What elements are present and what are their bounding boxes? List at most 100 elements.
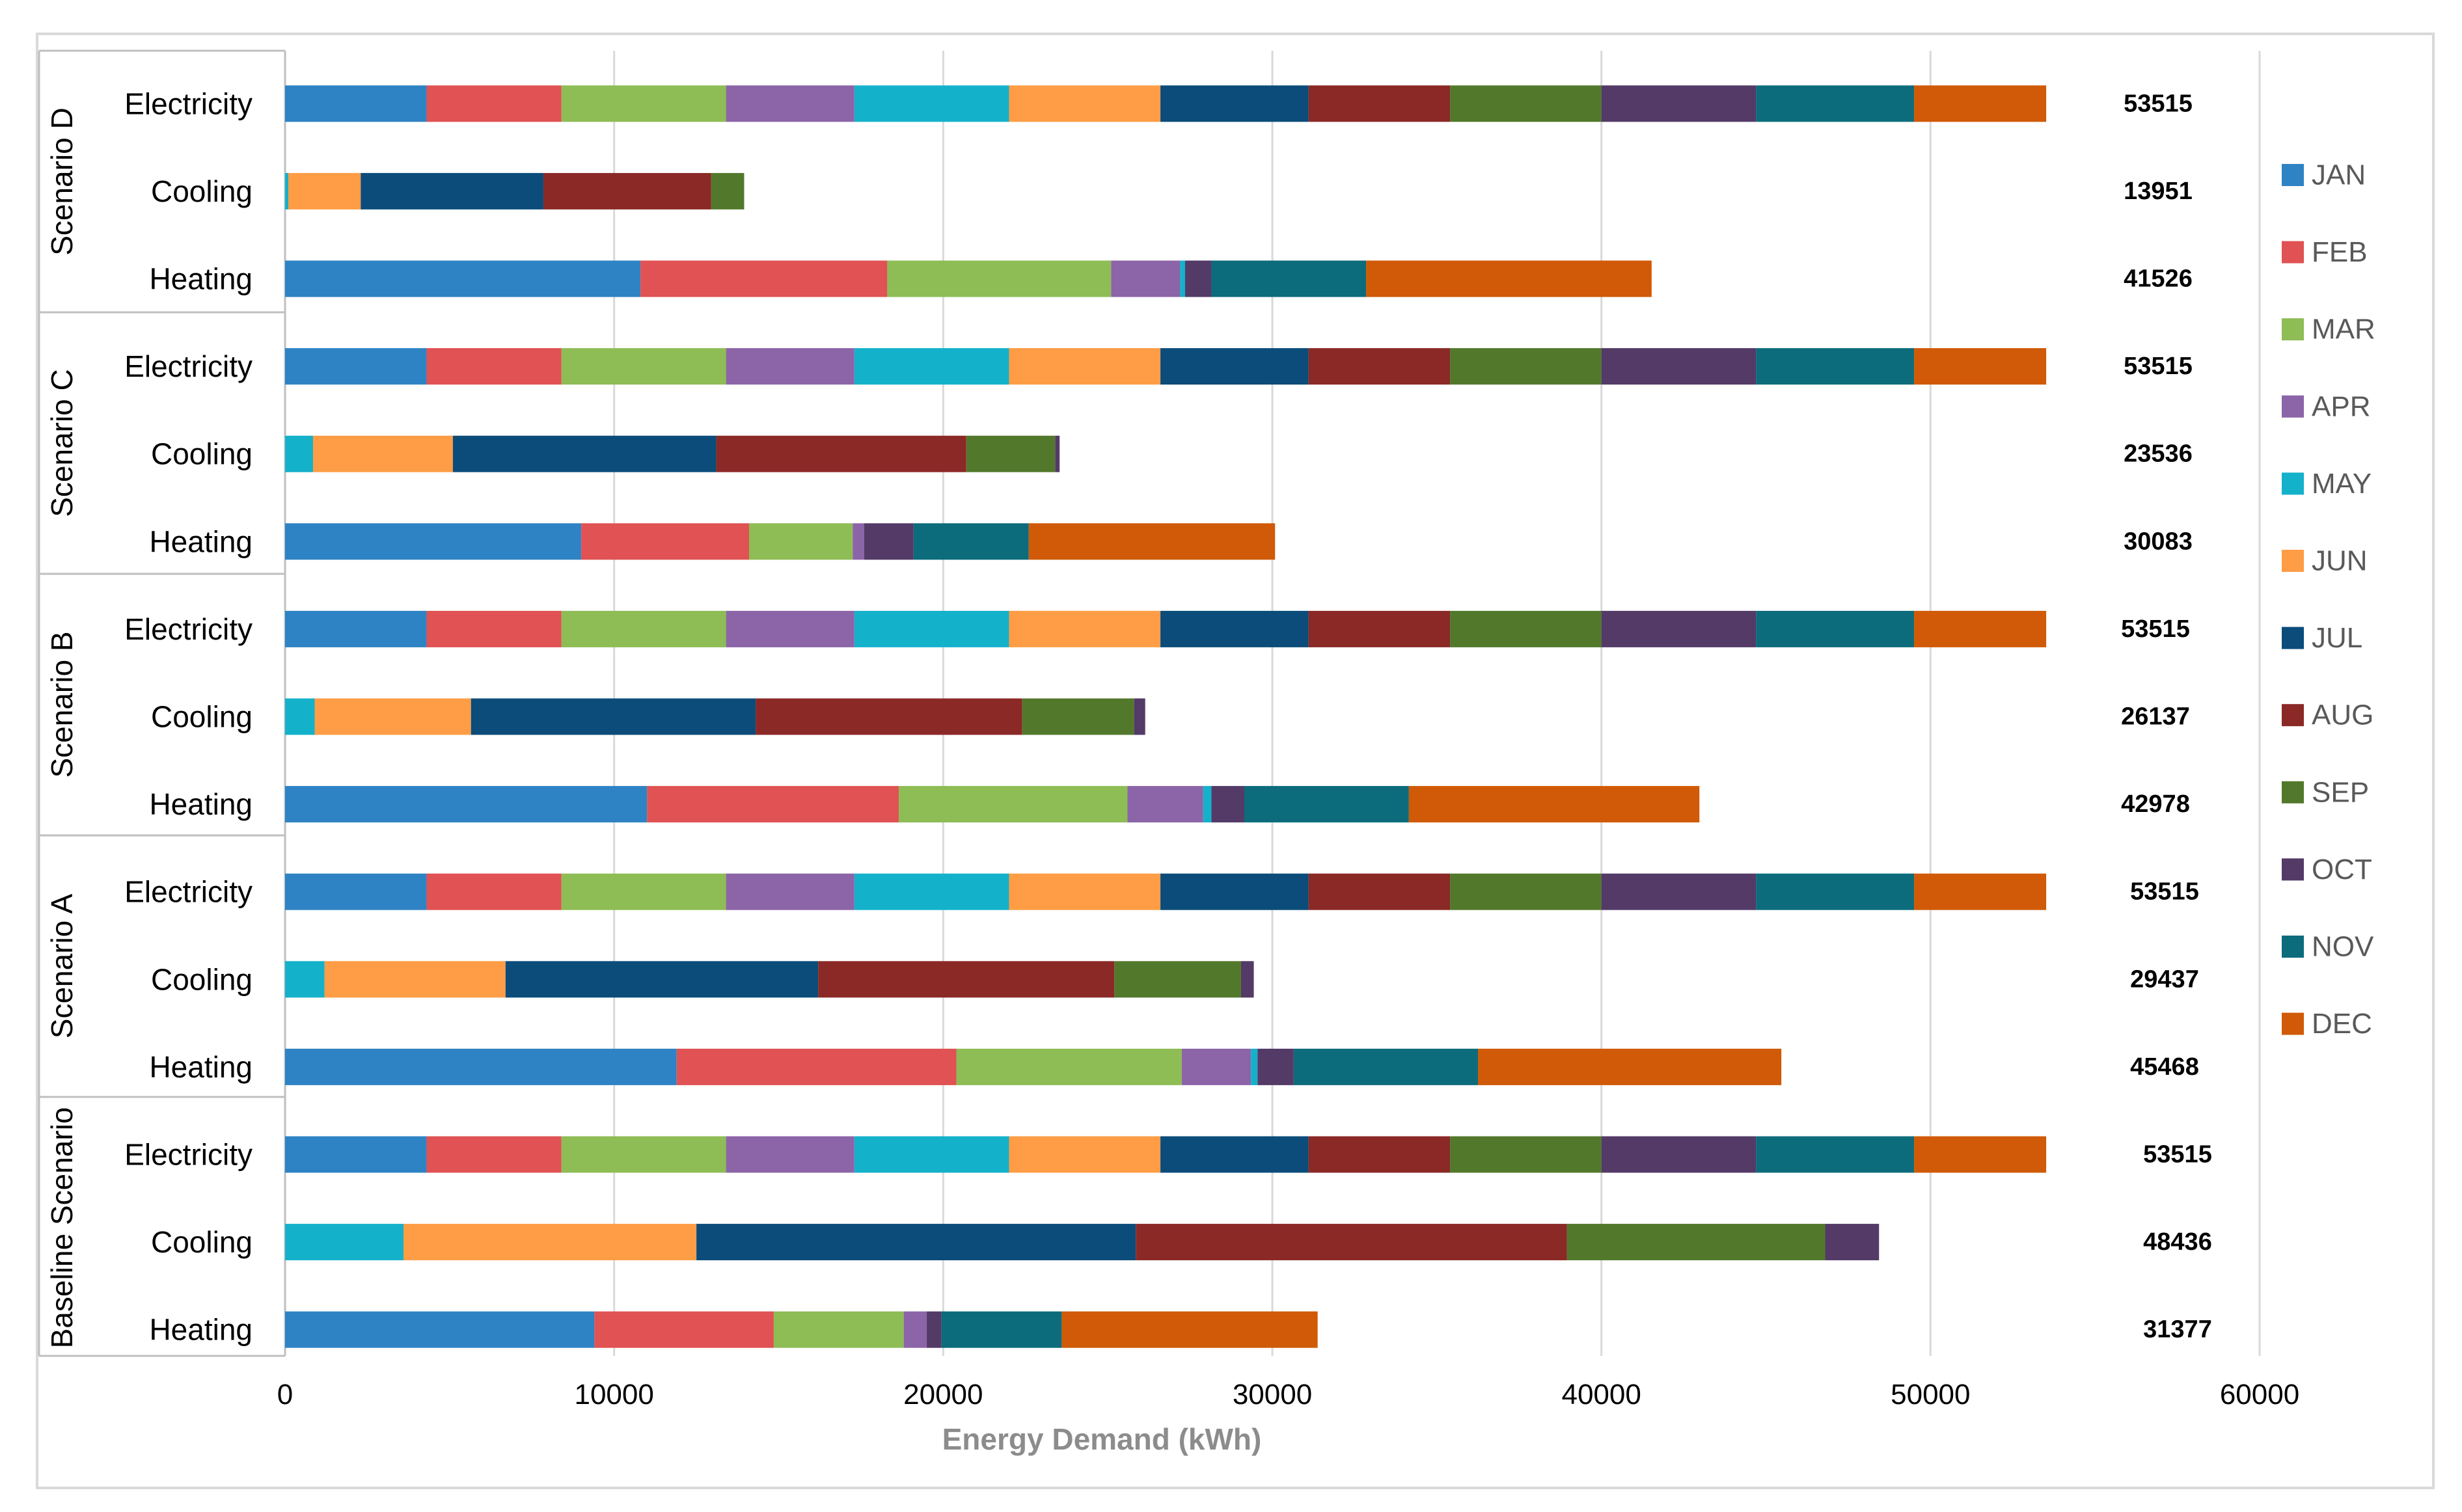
bar-segment-aug bbox=[1308, 1136, 1451, 1173]
legend-label: MAR bbox=[2312, 314, 2375, 345]
bar-segment-jun bbox=[403, 1224, 697, 1261]
bar-segment-aug bbox=[1308, 610, 1451, 647]
row-label: Electricity bbox=[124, 612, 253, 646]
bar-segment-feb bbox=[426, 873, 562, 910]
row-label: Cooling bbox=[151, 1225, 253, 1259]
legend-swatch bbox=[2282, 781, 2304, 803]
bar-segment-may bbox=[285, 435, 313, 472]
legend-swatch bbox=[2282, 936, 2304, 958]
bar-segment-jun bbox=[288, 172, 361, 209]
bar-segment-aug bbox=[716, 435, 966, 472]
bar-segment-jul bbox=[361, 172, 543, 209]
bar-segment-oct bbox=[1055, 435, 1060, 472]
bar-segment-jun bbox=[1009, 610, 1161, 647]
bar-segment-apr bbox=[1127, 786, 1203, 823]
bar-segment-jun bbox=[1009, 348, 1161, 385]
bar-segment-dec bbox=[1478, 1048, 1782, 1085]
labels: Scenario D Electricity Cooling Heating Scena… bbox=[45, 87, 253, 1348]
bar-segment-nov bbox=[1756, 610, 1915, 647]
group-label: Scenario D bbox=[45, 107, 79, 256]
bar-segment-aug bbox=[1308, 348, 1451, 385]
bar-segment-jul bbox=[696, 1224, 1136, 1261]
bar-segment-aug bbox=[818, 961, 1115, 998]
row-label: Electricity bbox=[124, 349, 253, 383]
row-label: Heating bbox=[149, 524, 253, 558]
bar-segment-oct bbox=[1184, 260, 1212, 297]
total-label: 30083 bbox=[2124, 528, 2193, 555]
total-label: 42978 bbox=[2121, 790, 2190, 818]
x-tick-label: 30000 bbox=[1233, 1379, 1312, 1411]
bar-segment-may bbox=[285, 1224, 404, 1261]
bar-segment-oct bbox=[1601, 610, 1757, 647]
bar-segment-apr bbox=[853, 523, 864, 560]
legend-label: AUG bbox=[2312, 699, 2373, 731]
bar-segment-dec bbox=[1366, 260, 1652, 297]
legend-swatch bbox=[2282, 627, 2304, 649]
bar-segment-nov bbox=[941, 1311, 1062, 1348]
bar-segment-may bbox=[1203, 786, 1212, 823]
bar-segment-oct bbox=[927, 1311, 942, 1348]
bar-segment-nov bbox=[1756, 348, 1915, 385]
legend-label: DEC bbox=[2312, 1008, 2372, 1040]
bar-segment-dec bbox=[1914, 873, 2047, 910]
x-tick-label: 40000 bbox=[1561, 1379, 1641, 1411]
legend: JAN FEB MAR APR MAY JUN JUL AUG SEP OCT NOV DEC bbox=[2282, 159, 2375, 1040]
bar-segment-dec bbox=[1061, 1311, 1318, 1348]
bar-segment-feb bbox=[594, 1311, 774, 1348]
total-label: 53515 bbox=[2130, 878, 2199, 906]
legend-label: JUN bbox=[2312, 545, 2368, 577]
bar-segment-may bbox=[854, 348, 1009, 385]
bar-segment-may bbox=[854, 85, 1009, 122]
bar-segment-may bbox=[285, 961, 325, 998]
legend-label: NOV bbox=[2312, 931, 2374, 963]
bar-segment-oct bbox=[1134, 698, 1145, 735]
bar-segment-sep bbox=[966, 435, 1056, 472]
bar-segment-jul bbox=[471, 698, 756, 735]
row-label: Cooling bbox=[151, 174, 253, 208]
bar-segment-jan bbox=[285, 1311, 595, 1348]
legend-label: APR bbox=[2312, 390, 2370, 422]
bar-segment-oct bbox=[1240, 961, 1254, 998]
bar-segment-aug bbox=[543, 172, 711, 209]
row-label: Heating bbox=[149, 262, 253, 296]
bar-segment-feb bbox=[581, 523, 749, 560]
bar-segment-mar bbox=[887, 260, 1112, 297]
bar-segment-feb bbox=[426, 1136, 562, 1173]
legend-label: JUL bbox=[2312, 622, 2362, 654]
legend-label: MAY bbox=[2312, 468, 2372, 500]
legend-swatch bbox=[2282, 164, 2304, 186]
x-tick-label: 50000 bbox=[1891, 1379, 1970, 1411]
bar-segment-jun bbox=[1009, 1136, 1161, 1173]
bar-segment-nov bbox=[1756, 1136, 1915, 1173]
bar-segment-jun bbox=[1009, 873, 1161, 910]
row-label: Cooling bbox=[151, 700, 253, 734]
x-tick-label: 10000 bbox=[574, 1379, 653, 1411]
bar-segment-jul bbox=[1160, 610, 1309, 647]
bar-segment-jul bbox=[1160, 85, 1309, 122]
x-axis: Energy Demand (kWh) 0 10000 20000 30000 4000… bbox=[277, 1379, 2299, 1456]
bar-segment-dec bbox=[1914, 348, 2047, 385]
legend-swatch bbox=[2282, 1012, 2304, 1035]
bar-segment-nov bbox=[1756, 85, 1915, 122]
bar-segment-mar bbox=[956, 1048, 1182, 1085]
bar-segment-may bbox=[285, 172, 289, 209]
bar-segment-jan bbox=[285, 610, 427, 647]
legend-swatch bbox=[2282, 472, 2304, 495]
bar-segment-dec bbox=[1028, 523, 1276, 560]
bar-segment-oct bbox=[864, 523, 914, 560]
row-label: Electricity bbox=[124, 1138, 253, 1172]
bar-segment-feb bbox=[426, 85, 562, 122]
bar-segment-apr bbox=[903, 1311, 927, 1348]
group-label: Scenario A bbox=[45, 893, 79, 1038]
bar-segment-dec bbox=[1914, 610, 2047, 647]
total-label: 53515 bbox=[2124, 90, 2193, 117]
total-label: 53515 bbox=[2121, 615, 2190, 643]
bar-segment-sep bbox=[1450, 1136, 1602, 1173]
bar-segment-mar bbox=[773, 1311, 904, 1348]
x-tick-label: 0 bbox=[277, 1379, 293, 1411]
bar-segment-apr bbox=[726, 1136, 855, 1173]
bar-segment-dec bbox=[1408, 786, 1700, 823]
bar-segment-jul bbox=[1160, 348, 1309, 385]
bar-segment-sep bbox=[711, 172, 745, 209]
